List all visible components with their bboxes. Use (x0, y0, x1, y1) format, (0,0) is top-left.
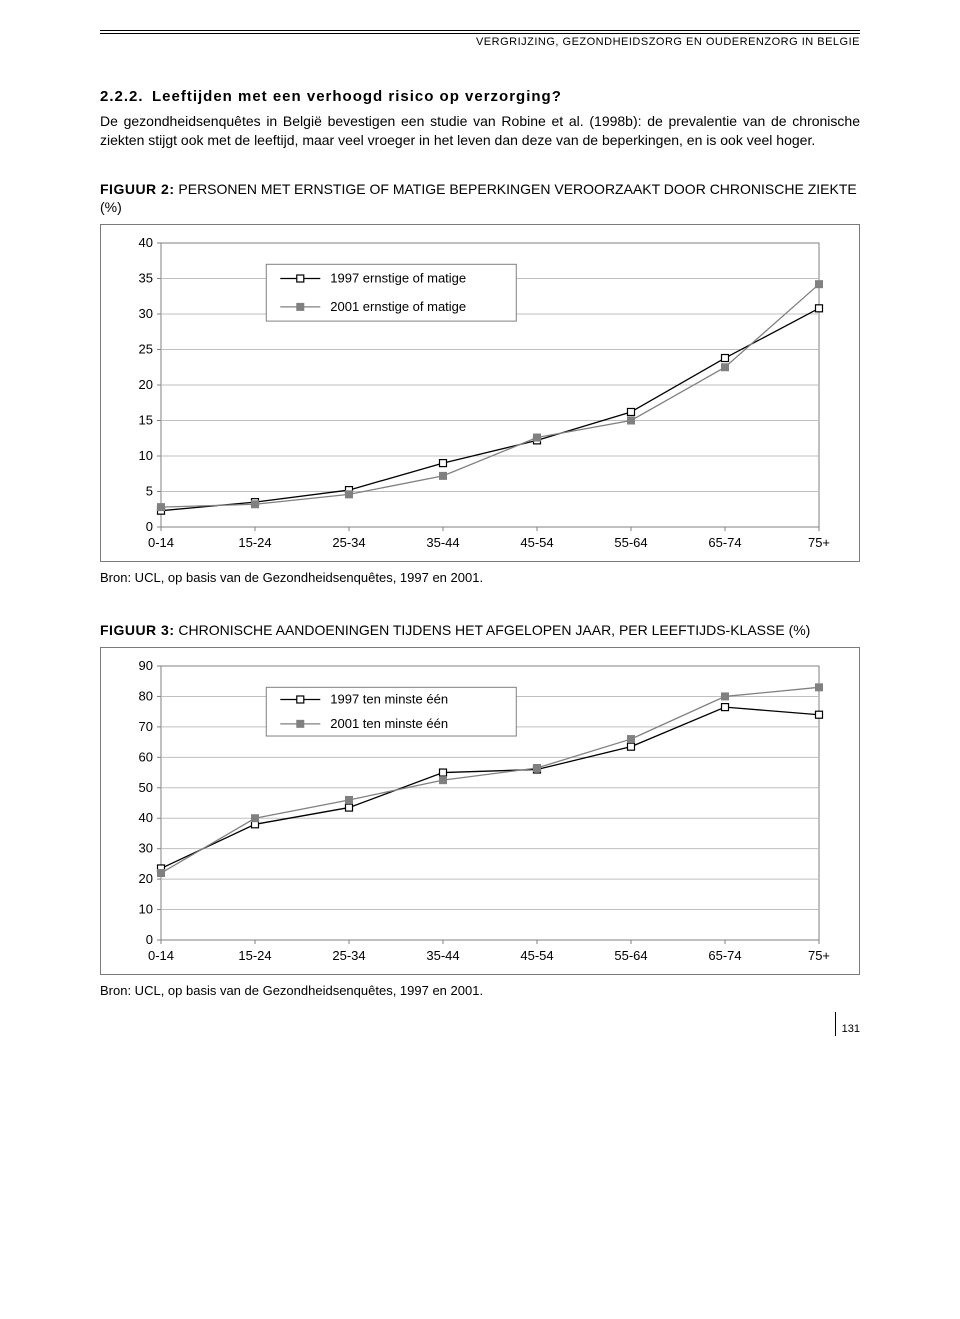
svg-text:25-34: 25-34 (332, 535, 365, 550)
figure-3-caption-rest: CHRONISCHE AANDOENINGEN TIJDENS HET AFGE… (175, 622, 811, 638)
svg-text:30: 30 (139, 841, 153, 856)
svg-text:0-14: 0-14 (148, 535, 174, 550)
svg-text:55-64: 55-64 (614, 948, 647, 963)
figure-2-source: Bron: UCL, op basis van de Gezondheidsen… (100, 570, 860, 585)
section-title: Leeftijden met een verhoogd risico op ve… (152, 88, 562, 105)
svg-text:75+: 75+ (808, 948, 830, 963)
svg-text:15-24: 15-24 (238, 948, 271, 963)
svg-text:90: 90 (139, 658, 153, 673)
svg-text:35: 35 (139, 271, 153, 286)
svg-text:25-34: 25-34 (332, 948, 365, 963)
svg-text:75+: 75+ (808, 535, 830, 550)
svg-text:35-44: 35-44 (426, 948, 459, 963)
figure-2-svg: 0 5 10 15 20 25 30 35 40 0-14 15-24 25-34 35-44 45-54… (113, 235, 833, 555)
running-header: VERGRIJZING, GEZONDHEIDSZORG EN OUDERENZ… (100, 36, 860, 48)
svg-text:0: 0 (146, 932, 153, 947)
svg-text:0: 0 (146, 519, 153, 534)
figure-2-chart: 0 5 10 15 20 25 30 35 40 0-14 15-24 25-34 35-44 45-54… (100, 224, 860, 562)
figure-3-chart: 0 10 20 30 40 50 60 70 80 90 0-14 15-24 25-34 35-44 45… (100, 647, 860, 975)
section-heading-block: 2.2.2. Leeftijden met een verhoogd risic… (100, 88, 860, 106)
svg-text:65-74: 65-74 (708, 535, 741, 550)
svg-text:1997 ernstige of matige: 1997 ernstige of matige (330, 271, 466, 286)
svg-text:35-44: 35-44 (426, 535, 459, 550)
header-rule-2 (100, 33, 860, 34)
figure-3-caption-bold: FIGUUR 3: (100, 622, 175, 638)
section-body: De gezondheidsenquêtes in België bevesti… (100, 112, 860, 150)
svg-text:55-64: 55-64 (614, 535, 647, 550)
figure-3-svg: 0 10 20 30 40 50 60 70 80 90 0-14 15-24 25-34 35-44 45… (113, 658, 833, 968)
section-number: 2.2.2. (100, 88, 144, 105)
svg-text:45-54: 45-54 (520, 948, 553, 963)
svg-text:10: 10 (139, 448, 153, 463)
figure-2-caption: FIGUUR 2: PERSONEN MET ERNSTIGE OF MATIG… (100, 180, 860, 216)
header-rule-1 (100, 30, 860, 31)
svg-text:65-74: 65-74 (708, 948, 741, 963)
svg-text:1997 ten minste één: 1997 ten minste één (330, 692, 448, 707)
svg-text:0-14: 0-14 (148, 948, 174, 963)
page-number: 131 (842, 1024, 860, 1035)
svg-text:70: 70 (139, 719, 153, 734)
svg-text:40: 40 (139, 235, 153, 250)
svg-text:60: 60 (139, 750, 153, 765)
svg-text:80: 80 (139, 689, 153, 704)
svg-text:2001 ernstige of matige: 2001 ernstige of matige (330, 299, 466, 314)
svg-text:5: 5 (146, 484, 153, 499)
svg-text:50: 50 (139, 780, 153, 795)
svg-text:2001 ten minste één: 2001 ten minste één (330, 716, 448, 731)
svg-text:20: 20 (139, 871, 153, 886)
svg-text:15: 15 (139, 413, 153, 428)
svg-text:45-54: 45-54 (520, 535, 553, 550)
svg-text:40: 40 (139, 811, 153, 826)
figure-3-source: Bron: UCL, op basis van de Gezondheidsen… (100, 983, 860, 998)
figure-2-caption-rest: PERSONEN MET ERNSTIGE OF MATIGE BEPERKIN… (100, 181, 857, 215)
svg-text:20: 20 (139, 377, 153, 392)
svg-text:30: 30 (139, 306, 153, 321)
figure-2-caption-bold: FIGUUR 2: (100, 181, 175, 197)
page-number-box: 131 (835, 1012, 860, 1036)
svg-text:10: 10 (139, 902, 153, 917)
svg-text:25: 25 (139, 342, 153, 357)
svg-text:15-24: 15-24 (238, 535, 271, 550)
figure-3-caption: FIGUUR 3: CHRONISCHE AANDOENINGEN TIJDEN… (100, 621, 860, 639)
